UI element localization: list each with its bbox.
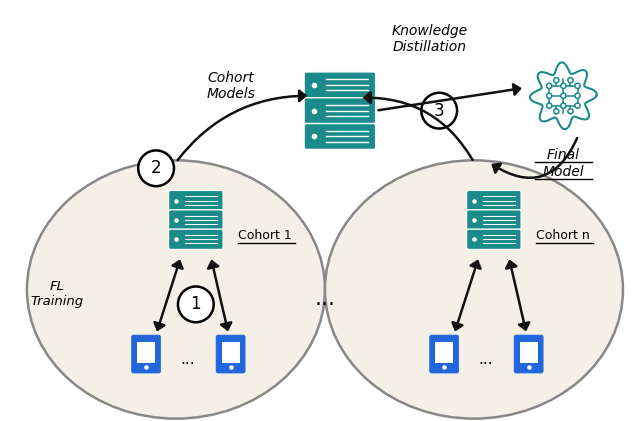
- FancyBboxPatch shape: [304, 72, 376, 98]
- Text: Cohort 1: Cohort 1: [237, 229, 291, 242]
- Circle shape: [575, 103, 580, 108]
- Circle shape: [178, 287, 214, 322]
- Text: Final: Final: [547, 148, 580, 163]
- Circle shape: [554, 77, 559, 83]
- Circle shape: [575, 83, 580, 88]
- Ellipse shape: [325, 160, 623, 418]
- Text: 3: 3: [434, 101, 445, 120]
- Text: Cohort n: Cohort n: [536, 229, 589, 242]
- FancyBboxPatch shape: [168, 190, 223, 211]
- FancyBboxPatch shape: [168, 210, 223, 230]
- Circle shape: [561, 103, 566, 108]
- Circle shape: [547, 83, 552, 88]
- Circle shape: [138, 150, 174, 186]
- FancyBboxPatch shape: [514, 335, 543, 373]
- Text: 2: 2: [151, 159, 161, 177]
- Bar: [221, 342, 239, 363]
- FancyBboxPatch shape: [304, 124, 376, 149]
- Circle shape: [575, 93, 580, 99]
- Text: ...: ...: [180, 352, 195, 367]
- Ellipse shape: [27, 160, 325, 418]
- Circle shape: [568, 109, 573, 114]
- Text: ...: ...: [479, 352, 493, 367]
- Circle shape: [561, 93, 566, 99]
- Text: ...: ...: [314, 289, 335, 309]
- FancyBboxPatch shape: [429, 335, 459, 373]
- Circle shape: [568, 77, 573, 83]
- Circle shape: [561, 83, 566, 88]
- FancyBboxPatch shape: [467, 190, 521, 211]
- FancyBboxPatch shape: [132, 335, 161, 373]
- Bar: [520, 342, 538, 363]
- Circle shape: [547, 103, 552, 108]
- Circle shape: [421, 93, 457, 128]
- FancyBboxPatch shape: [304, 98, 376, 124]
- Circle shape: [547, 93, 552, 99]
- Bar: [137, 342, 155, 363]
- Circle shape: [554, 109, 559, 114]
- FancyBboxPatch shape: [467, 229, 521, 250]
- FancyBboxPatch shape: [216, 335, 245, 373]
- Polygon shape: [530, 62, 596, 129]
- Text: Model: Model: [543, 165, 584, 179]
- Bar: [435, 342, 453, 363]
- FancyBboxPatch shape: [168, 229, 223, 250]
- Text: Cohort
Models: Cohort Models: [206, 71, 255, 101]
- Text: Knowledge
Distillation: Knowledge Distillation: [391, 24, 467, 54]
- Text: FL
Training: FL Training: [30, 280, 83, 309]
- FancyBboxPatch shape: [467, 210, 521, 230]
- Text: 1: 1: [191, 296, 201, 313]
